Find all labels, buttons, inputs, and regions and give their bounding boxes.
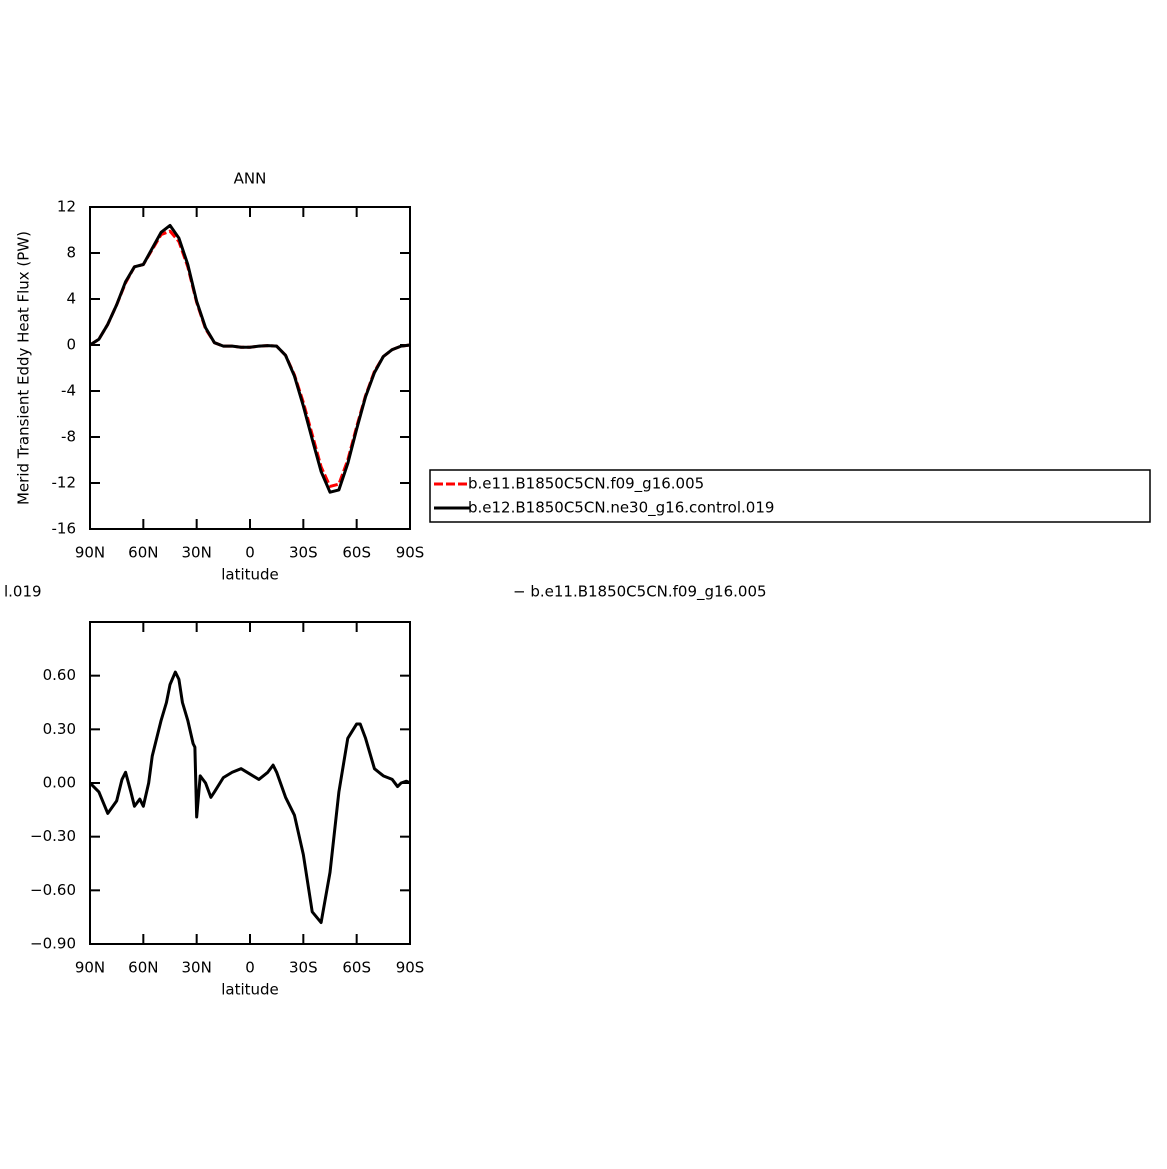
x-tick-label: 90S xyxy=(396,959,425,977)
y-tick-label: 12 xyxy=(57,198,76,216)
y-axis-label: Merid Transient Eddy Heat Flux (PW) xyxy=(15,231,33,505)
y-tick-label: 0.30 xyxy=(43,720,76,738)
y-tick-label: 0.00 xyxy=(43,774,76,792)
x-tick-label: 0 xyxy=(245,959,255,977)
y-tick-label: −0.60 xyxy=(30,881,76,899)
y-tick-label: 0.60 xyxy=(43,666,76,684)
y-tick-label: -12 xyxy=(52,474,77,492)
y-tick-label: -16 xyxy=(52,520,77,538)
plot-frame xyxy=(89,206,411,530)
legend-label: b.e11.B1850C5CN.f09_g16.005 xyxy=(468,475,704,494)
y-axis-label: Merid Transient Eddy Heat Flux (PW) xyxy=(15,646,33,920)
x-tick-label: 30N xyxy=(182,544,212,562)
x-tick-label: 0 xyxy=(245,544,255,562)
x-tick-label: 60N xyxy=(128,959,158,977)
chart-title: l.019 xyxy=(4,583,42,601)
x-tick-label: 60N xyxy=(128,544,158,562)
series-line xyxy=(89,229,411,488)
x-tick-label: 30S xyxy=(289,959,318,977)
legend-label: b.e12.B1850C5CN.ne30_g16.control.019 xyxy=(468,499,774,518)
x-tick-label: 90N xyxy=(75,544,105,562)
x-axis-label: latitude xyxy=(221,981,279,999)
y-tick-label: -4 xyxy=(61,382,76,400)
legend-box xyxy=(429,469,1151,523)
x-axis-label: latitude xyxy=(221,566,279,584)
series-line xyxy=(88,670,411,925)
x-tick-label: 60S xyxy=(342,544,371,562)
x-tick-label: 30N xyxy=(182,959,212,977)
y-tick-label: -8 xyxy=(61,428,76,446)
chart-title: ANN xyxy=(234,170,267,188)
y-tick-label: 4 xyxy=(66,290,76,308)
x-tick-label: 30S xyxy=(289,544,318,562)
y-tick-label: 8 xyxy=(66,244,76,262)
chart-title: − b.e11.B1850C5CN.f09_g16.005 xyxy=(513,583,767,602)
x-tick-label: 90N xyxy=(75,959,105,977)
x-tick-label: 60S xyxy=(342,959,371,977)
plot-frame xyxy=(89,621,411,945)
x-tick-label: 90S xyxy=(396,544,425,562)
y-tick-label: −0.30 xyxy=(30,827,76,845)
y-tick-label: 0 xyxy=(66,336,76,354)
y-tick-label: −0.90 xyxy=(30,935,76,953)
series-line xyxy=(89,223,411,494)
